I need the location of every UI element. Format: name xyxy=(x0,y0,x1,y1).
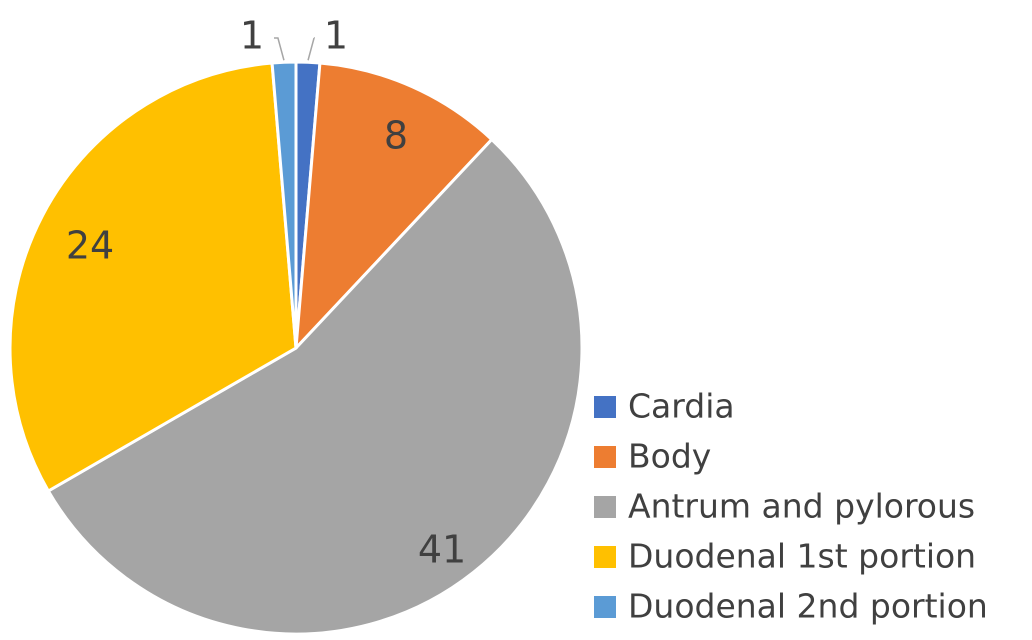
leader-lines xyxy=(274,37,316,61)
data-labels: 1 8 41 24 1 xyxy=(66,14,466,572)
legend-item-duodenal-2nd-portion: Duodenal 2nd portion xyxy=(594,587,988,626)
legend: Cardia Body Antrum and pylorous Duodenal 1s… xyxy=(594,387,988,626)
data-label-body: 8 xyxy=(384,114,408,158)
legend-swatch xyxy=(594,396,616,418)
legend-label: Antrum and pylorous xyxy=(628,487,975,526)
data-label-antrum-and-pylorous: 41 xyxy=(418,528,466,572)
legend-label: Duodenal 2nd portion xyxy=(628,587,988,626)
data-label-duodenal-2nd-portion: 1 xyxy=(240,14,264,58)
legend-label: Duodenal 1st portion xyxy=(628,537,976,576)
legend-label: Body xyxy=(628,437,711,476)
legend-item-cardia: Cardia xyxy=(594,387,735,426)
legend-swatch xyxy=(594,446,616,468)
pie-slice-duodenal-1st-portion xyxy=(8,61,298,494)
leader-line-duodenal-2nd-portion xyxy=(274,37,285,61)
legend-item-duodenal-1st-portion: Duodenal 1st portion xyxy=(594,537,976,576)
legend-swatch xyxy=(594,496,616,518)
leader-line-cardia xyxy=(307,37,316,61)
pie-slices xyxy=(8,60,584,636)
legend-swatch xyxy=(594,546,616,568)
data-label-cardia: 1 xyxy=(324,14,348,58)
pie-slice-duodenal-2nd-portion xyxy=(270,60,298,349)
pie-slice-antrum-and-pylorous xyxy=(46,137,584,636)
legend-swatch xyxy=(594,596,616,618)
legend-item-antrum-and-pylorous: Antrum and pylorous xyxy=(594,487,975,526)
pie-slice-body xyxy=(294,61,494,353)
legend-item-body: Body xyxy=(594,437,711,476)
data-label-duodenal-1st-portion: 24 xyxy=(66,224,114,268)
legend-label: Cardia xyxy=(628,387,735,426)
